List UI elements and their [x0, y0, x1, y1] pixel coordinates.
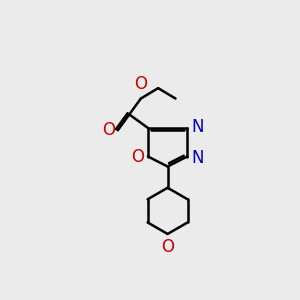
Text: O: O — [102, 121, 115, 139]
Text: O: O — [131, 148, 144, 166]
Text: N: N — [191, 149, 204, 167]
Text: N: N — [191, 118, 204, 136]
Text: O: O — [134, 76, 147, 94]
Text: O: O — [161, 238, 174, 256]
